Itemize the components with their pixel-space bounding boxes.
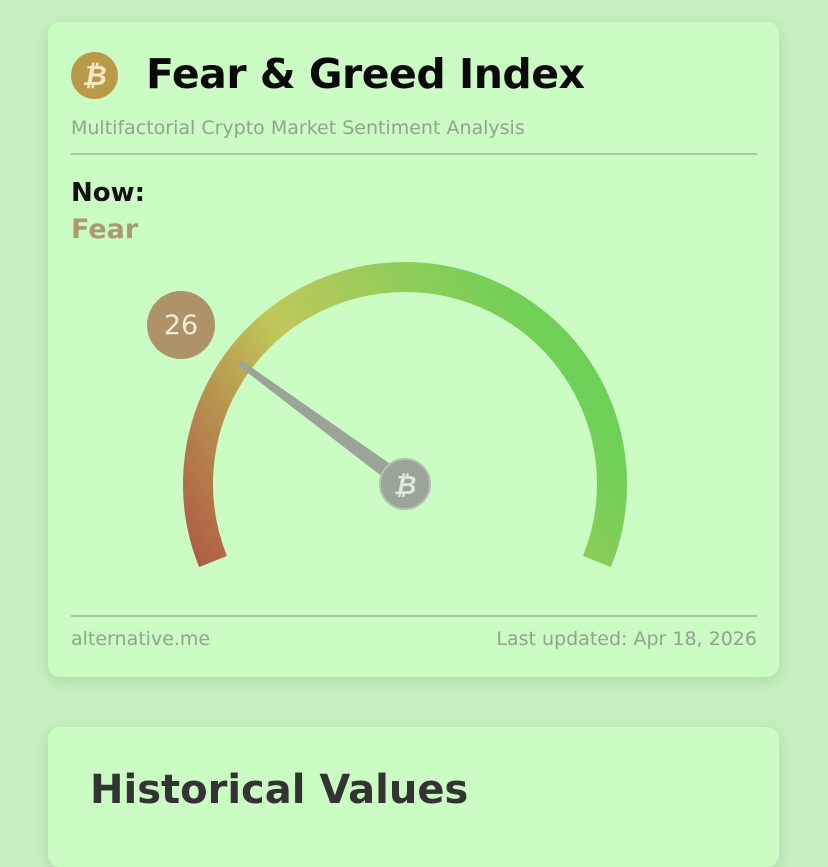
historical-title: Historical Values — [90, 767, 469, 813]
gauge-arc — [183, 262, 627, 568]
value-badge: 26 — [147, 291, 215, 359]
bitcoin-icon: ₿ — [71, 52, 118, 99]
classification: Fear — [71, 214, 139, 245]
gauge: ₿ — [183, 262, 627, 568]
subtitle: Multifactorial Crypto Market Sentiment A… — [71, 117, 525, 139]
needle-hub — [379, 458, 431, 510]
divider — [71, 615, 757, 617]
page-title: Fear & Greed Index — [146, 50, 585, 98]
now-label: Now: — [71, 178, 146, 208]
source-link[interactable]: alternative.me — [71, 628, 211, 650]
fear-greed-card: ₿ Fear & Greed Index Multifactorial Cryp… — [48, 22, 779, 677]
historical-card: Historical Values — [48, 727, 779, 867]
bitcoin-icon: ₿ — [394, 471, 417, 501]
divider — [71, 153, 757, 155]
last-updated: Last updated: Apr 18, 2026 — [496, 628, 757, 650]
gauge-needle — [237, 360, 410, 491]
